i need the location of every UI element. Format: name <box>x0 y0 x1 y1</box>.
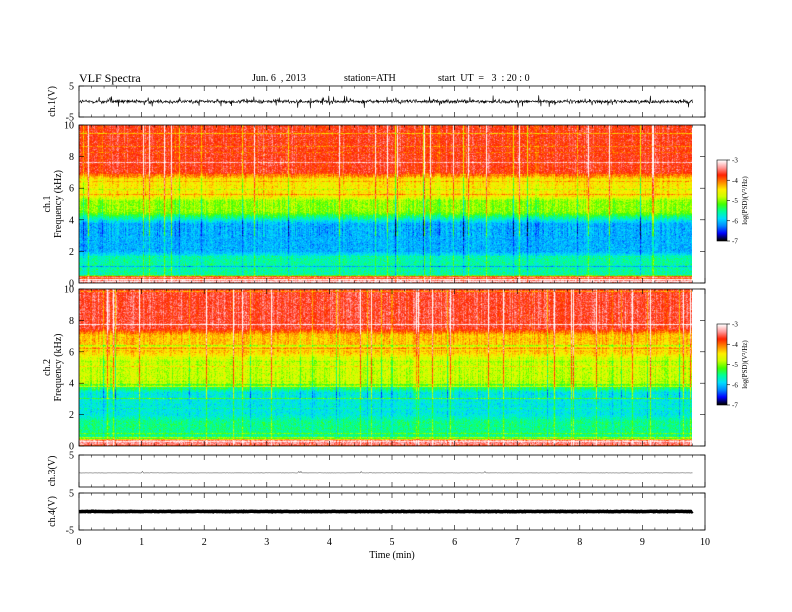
spectrogram-image-2 <box>79 289 692 446</box>
colorbar-tick-label-2-1: -4 <box>732 341 738 349</box>
x-tick-label-6: 6 <box>452 537 457 548</box>
chart-title: VLF Spectra <box>79 71 141 85</box>
y-axis-label-4-0: ch.4(V) <box>47 496 58 527</box>
x-axis-label: Time (min) <box>369 550 414 561</box>
y-axis-label-1-0: ch.1 <box>42 196 53 213</box>
spectrogram-image-1 <box>79 125 692 283</box>
x-tick-label-9: 9 <box>640 537 645 548</box>
x-tick-label-4: 4 <box>327 537 332 548</box>
colorbar-label-2: log(PSD)(V²/Hz) <box>741 340 749 389</box>
y-tick-label-0-1: -5 <box>66 113 74 124</box>
y-tick-label-2-0: 0 <box>69 442 74 453</box>
colorbar-tick-label-1-1: -4 <box>732 177 738 185</box>
waveform-trace-4 <box>78 509 694 514</box>
y-axis-label-1-1: Frequency (kHz) <box>53 170 64 238</box>
colorbar-1 <box>717 160 727 241</box>
colorbar-tick-label-2-2: -5 <box>732 361 738 369</box>
x-tick-label-7: 7 <box>515 537 520 548</box>
colorbar-tick-label-2-0: -3 <box>732 321 738 329</box>
x-tick-label-1: 1 <box>139 537 144 548</box>
colorbar-tick-label-1-3: -6 <box>732 217 738 225</box>
colorbar-tick-label-1-0: -3 <box>732 157 738 165</box>
y-tick-label-2-1: 2 <box>69 410 74 421</box>
y-tick-label-1-2: 4 <box>69 215 74 226</box>
chart-station: station=ATH <box>344 73 396 84</box>
y-tick-label-4-0: 5 <box>69 489 74 500</box>
y-axis-label-2-1: Frequency (kHz) <box>53 333 64 401</box>
colorbar-tick-label-2-4: -7 <box>732 402 738 410</box>
y-tick-label-2-5: 10 <box>64 285 74 296</box>
y-tick-label-1-4: 8 <box>69 152 74 163</box>
colorbar-tick-label-1-2: -5 <box>732 197 738 205</box>
y-tick-label-2-3: 6 <box>69 347 74 358</box>
colorbar-label-1: log(PSD)(V²/Hz) <box>741 176 749 225</box>
colorbar-tick-label-2-3: -6 <box>732 381 738 389</box>
x-tick-label-3: 3 <box>264 537 269 548</box>
colorbar-tick-label-1-4: -7 <box>732 238 738 246</box>
x-tick-label-5: 5 <box>390 537 395 548</box>
y-tick-label-2-2: 4 <box>69 379 74 390</box>
waveform-trace-0 <box>78 95 693 109</box>
y-axis-label-3-0: ch.3(V) <box>47 456 58 487</box>
colorbar-2 <box>717 324 727 405</box>
y-tick-label-4-1: -5 <box>66 526 74 537</box>
y-tick-label-2-4: 8 <box>69 316 74 327</box>
chart-date: Jun. 6 , 2013 <box>252 73 306 84</box>
waveform-trace-3 <box>79 470 693 474</box>
x-tick-label-2: 2 <box>202 537 207 548</box>
y-tick-label-1-3: 6 <box>69 184 74 195</box>
x-tick-label-0: 0 <box>77 537 82 548</box>
y-axis-label-0-0: ch.1(V) <box>47 86 58 117</box>
x-tick-label-10: 10 <box>700 537 710 548</box>
y-tick-label-1-5: 10 <box>64 121 74 132</box>
y-tick-label-1-1: 2 <box>69 247 74 258</box>
y-tick-label-3-0: 5 <box>69 451 74 462</box>
y-axis-label-2-0: ch.2 <box>42 359 53 376</box>
y-tick-label-1-0: 0 <box>69 279 74 290</box>
chart-start-ut: start UT = 3 : 20 : 0 <box>438 73 530 84</box>
x-tick-label-8: 8 <box>577 537 582 548</box>
y-tick-label-0-0: 5 <box>69 82 74 93</box>
